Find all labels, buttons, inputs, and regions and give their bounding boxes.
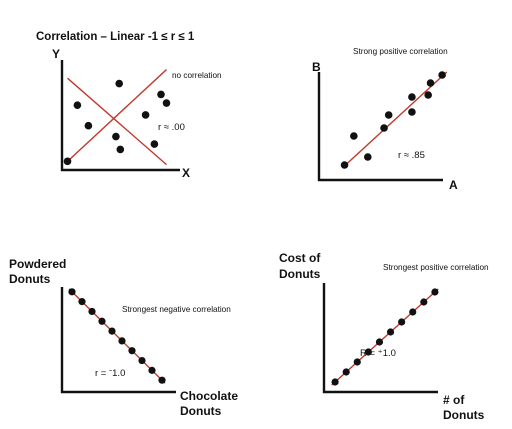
data-point <box>78 298 86 306</box>
y-axis-label-line-2: Donuts <box>9 272 51 286</box>
data-points <box>340 71 446 169</box>
data-point <box>380 124 388 132</box>
trendlines <box>68 288 166 384</box>
data-point <box>88 307 96 316</box>
data-point <box>73 101 82 109</box>
axes <box>60 287 176 394</box>
data-point <box>409 308 417 316</box>
r-value-label: r = ˉ1.0 <box>95 368 125 379</box>
data-point <box>118 337 126 345</box>
data-point <box>148 366 156 374</box>
panel-strongest-positive: Cost of Donuts Strongest positive correl… <box>279 251 489 422</box>
axes <box>317 72 443 182</box>
data-point <box>138 356 146 365</box>
y-axis-label: B <box>312 60 321 74</box>
data-point <box>141 111 150 119</box>
x-axis-label: A <box>449 178 458 192</box>
panel-strongest-negative: Powdered Donuts Chocolate Donuts Stronge… <box>9 257 238 418</box>
data-point <box>112 132 120 141</box>
r-value-label: R = ⁺1.0 <box>360 348 396 359</box>
trendline-1 <box>68 288 166 384</box>
data-point <box>157 90 165 99</box>
chart-title: Correlation – Linear -1 ≤ r ≤ 1 <box>36 31 195 43</box>
x-axis-label-line-2: Donuts <box>443 408 485 422</box>
data-points <box>331 288 439 386</box>
trendlines <box>331 288 439 386</box>
data-point <box>331 378 339 386</box>
r-value-label: r ≈ .85 <box>398 150 425 161</box>
y-axis-label-line-2: Donuts <box>279 267 321 281</box>
data-point <box>340 161 349 169</box>
data-point <box>375 338 384 346</box>
x-axis-label-line-1: Chocolate <box>180 389 238 403</box>
data-point <box>63 157 72 166</box>
data-point <box>108 327 116 335</box>
data-point <box>426 79 435 87</box>
panel-strong-positive: Strong positive correlation B A r ≈ .85 <box>312 47 458 192</box>
trendline-2 <box>67 77 167 166</box>
data-point <box>84 121 93 130</box>
data-point <box>424 91 432 99</box>
chart-title: Strongest negative correlation <box>122 305 231 314</box>
data-points <box>63 79 171 166</box>
axes <box>322 283 438 394</box>
data-point <box>431 288 439 296</box>
chart-title: Strongest positive correlation <box>383 263 489 272</box>
axes <box>60 60 180 172</box>
data-point <box>68 288 76 296</box>
data-point <box>408 93 416 101</box>
x-axis-label: X <box>182 166 190 180</box>
data-point <box>150 140 159 148</box>
x-axis-label-line-2: Donuts <box>180 404 222 418</box>
data-point <box>116 145 125 154</box>
r-value-label: r ≈ .00 <box>158 122 185 133</box>
trendlines <box>341 71 448 169</box>
trendline-1 <box>331 288 439 386</box>
y-axis-label: Y <box>52 47 60 61</box>
data-point <box>363 153 372 161</box>
y-axis-label-line-1: Cost of <box>279 251 321 265</box>
data-point <box>438 71 446 79</box>
panel-no-correlation: Correlation – Linear -1 ≤ r ≤ 1 Y X no c… <box>36 31 222 180</box>
data-point <box>128 347 136 355</box>
data-point <box>408 108 416 116</box>
trendlines <box>67 69 167 166</box>
data-point <box>350 132 358 140</box>
y-axis-label-line-1: Powdered <box>9 257 66 271</box>
data-point <box>342 368 350 376</box>
chart-title: Strong positive correlation <box>353 47 448 56</box>
trendline-1 <box>341 71 448 169</box>
data-point <box>364 348 372 356</box>
data-point <box>420 298 428 306</box>
trendline-1 <box>67 69 167 162</box>
annotation-no-correlation: no correlation <box>172 71 222 80</box>
data-point <box>386 328 395 336</box>
data-point <box>162 99 171 107</box>
data-point <box>353 358 361 366</box>
data-point <box>115 79 123 88</box>
x-axis-label-line-1: # of <box>443 393 465 407</box>
data-point <box>98 317 106 325</box>
data-point <box>398 318 406 326</box>
data-point <box>158 376 166 384</box>
data-points <box>68 288 166 384</box>
data-point <box>384 111 393 119</box>
